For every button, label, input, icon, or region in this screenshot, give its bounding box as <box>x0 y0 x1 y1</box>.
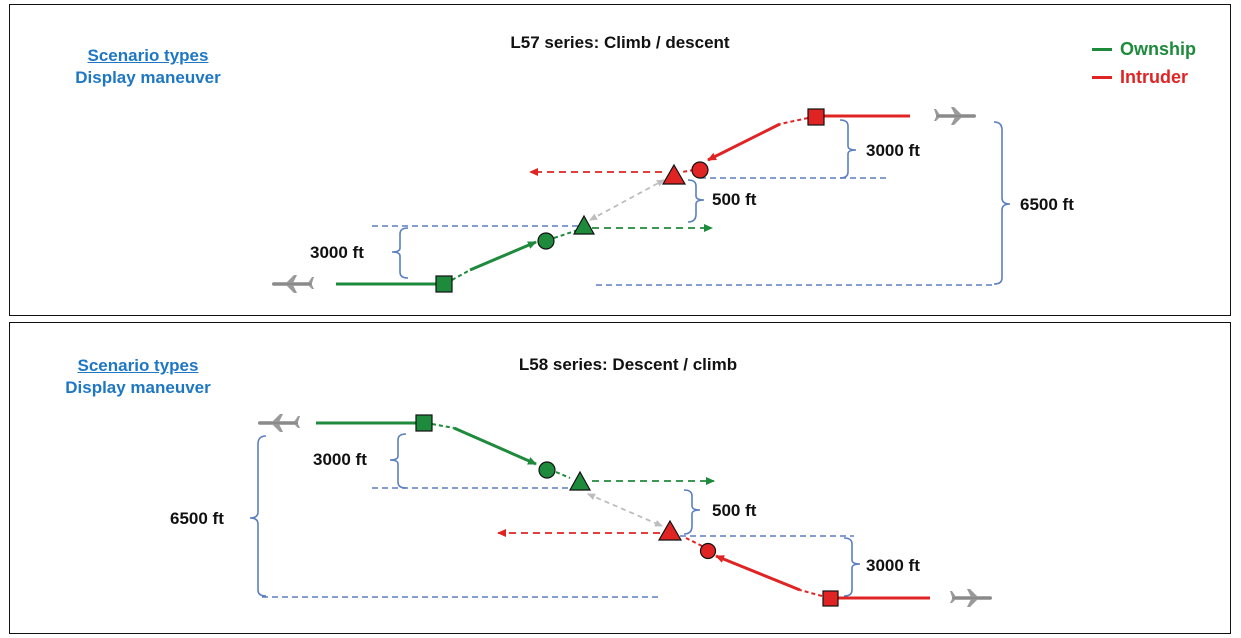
intruder-transition <box>799 589 823 597</box>
legend-ownship-label: Ownship <box>1120 38 1196 59</box>
intruder-transition <box>779 117 809 125</box>
intruder-aircraft-icon <box>950 589 992 607</box>
label-6500: 6500 ft <box>170 509 224 528</box>
intruder-mid-marker <box>691 161 709 179</box>
label-3000-right: 3000 ft <box>866 141 920 160</box>
ownship-mid-marker <box>538 461 556 479</box>
ownship-cpa-marker <box>568 470 592 491</box>
bracket-3000-left <box>389 433 407 489</box>
separation-range-arrow <box>587 493 663 527</box>
ownship-descent-arrow <box>453 426 537 466</box>
intruder-cpa-marker <box>657 519 683 541</box>
scenario-types-link[interactable]: Scenario types <box>77 356 199 375</box>
intruder-mid-marker <box>699 542 717 560</box>
bracket-500 <box>687 179 705 223</box>
ownship-transition <box>553 229 579 239</box>
intruder-aircraft-icon <box>934 107 976 125</box>
panel-title: L58 series: Descent / climb <box>518 355 738 374</box>
bracket-3000-left <box>391 227 409 279</box>
label-6500: 6500 ft <box>1020 195 1074 214</box>
panel-1-graphics: 3000 ft 500 ft 3000 ft 6500 ft <box>272 107 1074 293</box>
ownship-aircraft-icon <box>258 414 300 432</box>
label-500: 500 ft <box>712 501 757 520</box>
intruder-cpa-marker <box>661 163 687 185</box>
intruder-climb-arrow <box>715 554 801 592</box>
intruder-descent-arrow <box>707 122 781 162</box>
bracket-3000-right <box>843 537 861 597</box>
scenario-panel-l58: Scenario types Display maneuver L58 seri… <box>9 322 1231 634</box>
legend-intruder-label: Intruder <box>1120 66 1189 87</box>
legend: Ownship Intruder <box>1092 35 1196 91</box>
bracket-6500 <box>249 435 267 597</box>
bracket-3000-right <box>839 119 857 179</box>
scenario-panel-l57: Scenario types Display maneuver L57 seri… <box>9 4 1231 316</box>
display-maneuver-label: Display maneuver <box>65 378 211 397</box>
legend-intruder: Intruder <box>1092 63 1196 91</box>
ownship-transition <box>555 471 571 479</box>
bracket-500 <box>683 489 701 535</box>
ownship-transition <box>431 423 455 429</box>
scenario-header: Scenario types Display maneuver <box>38 355 238 399</box>
label-3000-left: 3000 ft <box>313 450 367 469</box>
panel-2-graphics: 3000 ft 500 ft 3000 ft 6500 ft <box>170 414 992 607</box>
intruder-transition <box>685 537 703 547</box>
ownship-cpa-marker <box>572 214 596 235</box>
ownship-start-marker <box>435 275 453 293</box>
legend-ownship: Ownship <box>1092 35 1196 63</box>
ownship-aircraft-icon <box>272 275 314 293</box>
separation-range-arrow <box>589 179 665 221</box>
intruder-start-marker <box>807 108 825 126</box>
ownship-transition <box>451 269 471 281</box>
ownship-mid-marker <box>537 232 555 250</box>
ownship-climb-arrow <box>469 240 537 272</box>
scenario-header: Scenario types Display maneuver <box>48 45 248 89</box>
ownship-start-marker <box>415 414 433 432</box>
intruder-start-marker <box>822 590 839 607</box>
intruder-swatch <box>1092 75 1112 79</box>
label-500: 500 ft <box>712 190 757 209</box>
display-maneuver-label: Display maneuver <box>75 68 221 87</box>
label-3000-left: 3000 ft <box>310 243 364 262</box>
label-3000-right: 3000 ft <box>866 556 920 575</box>
scenario-types-link[interactable]: Scenario types <box>87 46 209 65</box>
ownship-swatch <box>1092 47 1112 51</box>
panel-title: L57 series: Climb / descent <box>510 33 730 52</box>
bracket-6500 <box>993 121 1011 285</box>
